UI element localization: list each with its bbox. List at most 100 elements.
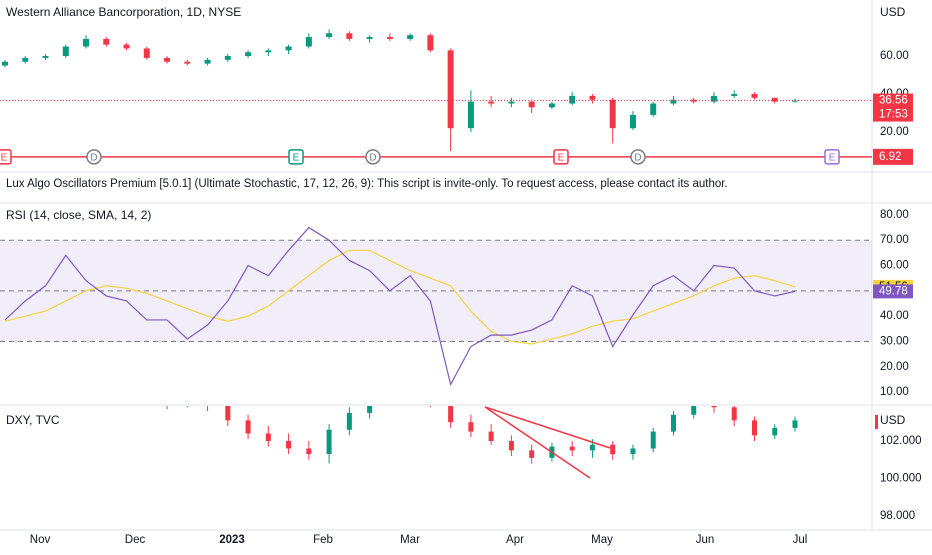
candle-body [529,450,535,458]
y-tick-label: 40.00 [880,310,909,322]
y-tick-label: 60.00 [880,260,909,272]
indicator-title: Lux Algo Oscillators Premium [5.0.1] (Ul… [6,178,728,190]
candle-body [569,95,576,104]
y-tick-label: 20.00 [880,126,909,138]
y-tick-label: 100.000 [880,472,922,484]
candle-body [366,37,373,39]
candle-body [265,50,272,53]
event-label: D [90,152,97,163]
rsi-value-box [873,284,913,299]
y-tick-label: 80.00 [880,209,909,221]
time-label: Mar [400,534,420,546]
candle-body [792,100,798,102]
time-label: Feb [313,534,333,546]
last-price-box [873,93,913,122]
event-label: E [293,152,300,163]
candle-body [448,406,454,423]
candle-body [326,429,332,455]
dividend-marker [86,149,102,165]
event-label: D [369,152,376,163]
candle-body [792,420,798,428]
candle-body [508,101,515,104]
candle-body [123,44,130,49]
y-tick-label: 70.00 [880,234,909,246]
countdown-label: 17:53 [879,109,908,121]
candle-body [346,412,352,430]
candle-body [751,420,757,436]
candle-body [305,37,312,47]
candle-body [103,38,110,45]
rsi-pane [0,226,872,387]
candle-body [22,57,29,62]
candle-body [386,37,393,39]
candle-body [265,433,271,441]
candle-body [407,35,414,39]
candle-body [468,422,474,432]
candle-body [447,50,454,129]
candle-body [488,431,494,441]
candle-body [589,95,596,100]
earnings-marker [288,149,304,165]
y-tick-label: 102.000 [880,435,922,447]
y-tick-label: 30.00 [880,335,909,347]
candle-body [42,56,49,58]
rsi-title: RSI (14, close, SMA, 14, 2) [6,208,151,222]
events-line-box [873,148,913,165]
chart-title: Western Alliance Bancorporation, 1D, NYS… [6,5,241,19]
candle-body [285,46,292,51]
dxy-currency: USD [880,413,906,427]
candle-body [83,38,90,47]
dividend-marker [630,149,646,165]
candle-body [609,99,616,129]
candle-body [670,99,677,104]
candle-body [650,103,657,115]
main-pane [0,29,872,158]
candle-body [731,94,738,96]
y-tick-label: 98.000 [880,510,915,522]
candle-body [630,448,636,455]
candle-body [488,101,495,104]
trend-line [484,406,591,479]
candle-body [245,52,252,57]
candle-body [346,33,353,39]
candle-body [691,406,697,415]
candle-body [326,33,333,38]
candle-body [225,406,231,421]
y-tick-label: 20.00 [880,361,909,373]
earnings-marker [824,149,840,165]
dxy-pane [166,406,798,479]
candle-body [650,431,656,449]
trend-line [484,406,611,449]
rsi-value-label: 49.78 [879,285,908,297]
candle-body [772,427,778,436]
candle-body [771,97,778,102]
candle-body [2,61,8,66]
event-label: E [829,152,836,163]
y-tick-label: 60.00 [880,50,909,62]
overlay: 20.00 40.00 60.00 36.56 17:53 6.92 E D E D E D E 10.0… [0,50,922,546]
candle-body [184,61,191,64]
currency: USD [880,5,906,19]
y-tick-label: 10.00 [880,386,909,398]
candle-body [245,420,251,434]
candle-body [224,56,231,60]
event-label: E [558,152,565,163]
candle-body [62,46,69,57]
time-label: Jul [793,534,808,546]
candle-body [528,101,535,108]
last-price-label: 36.56 [879,95,908,107]
candle-body [629,114,636,129]
candle-body [367,406,373,413]
events-line-label: 6.92 [879,151,901,163]
candle-body [286,440,292,449]
earnings-marker [0,149,12,165]
dxy-title: DXY, TVC [6,413,60,427]
candle-body [508,440,514,451]
dxy-price-box [875,415,878,429]
candle-body [427,35,434,51]
candle-body [710,95,717,102]
event-label: E [1,152,8,163]
candle-body [731,407,737,421]
candle-body [143,48,150,58]
